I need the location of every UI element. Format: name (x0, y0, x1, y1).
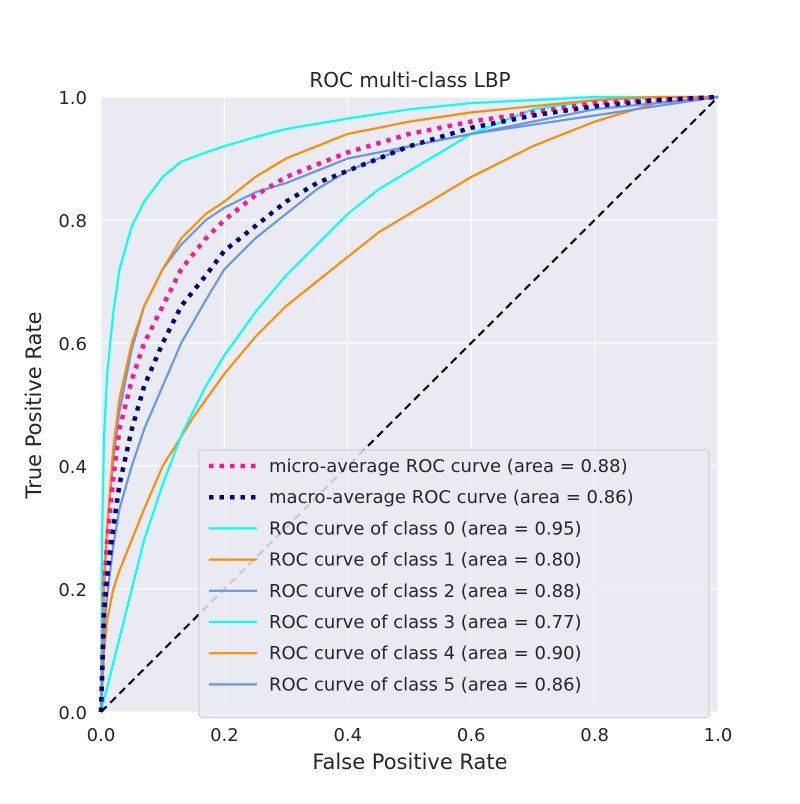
legend-box (198, 449, 710, 719)
y-tick-label: 1.0 (58, 88, 87, 109)
legend-label: ROC curve of class 5 (area = 0.86) (269, 674, 582, 695)
legend-label: ROC curve of class 1 (area = 0.80) (269, 550, 582, 571)
roc-curve-series-1 (98, 94, 719, 713)
roc-curve-series-3 (99, 95, 719, 713)
y-tick-label: 0.6 (58, 334, 87, 355)
legend-label: micro-average ROC curve (area = 0.88) (269, 456, 628, 477)
legend-label: ROC curve of class 2 (area = 0.88) (269, 581, 582, 602)
curves (98, 94, 719, 713)
roc-curve-series-4 (99, 95, 719, 713)
legend: micro-average ROC curve (area = 0.88) mac… (198, 449, 710, 719)
x-tick-label: 0.6 (457, 725, 486, 746)
y-tick-label: 0.0 (58, 703, 87, 724)
roc-curve-series-6 (99, 95, 718, 713)
x-tick-label: 0.4 (333, 725, 362, 746)
legend-label: ROC curve of class 0 (area = 0.95) (269, 518, 582, 539)
x-tick-label: 0.2 (210, 725, 239, 746)
y-tick-label: 0.4 (58, 457, 87, 478)
roc-curve-series-2 (99, 95, 718, 713)
x-tick-label: 1.0 (704, 725, 733, 746)
legend-label: macro-average ROC curve (area = 0.86) (269, 487, 634, 508)
y-tick-label: 0.2 (58, 580, 87, 601)
y-axis-label: True Positive Rate (22, 311, 46, 499)
x-tick-label: 0.8 (580, 725, 609, 746)
chart-title: ROC multi-class LBP (309, 68, 510, 92)
roc-curve-series-0 (98, 94, 719, 713)
legend-label: ROC curve of class 4 (area = 0.90) (269, 643, 582, 664)
x-tick-label: 0.0 (87, 725, 116, 746)
x-axis-label: False Positive Rate (312, 750, 507, 774)
tick-labels: 0.0 0.2 0.4 0.6 0.8 1.0 0.0 0.2 0.4 0.6 0.8 1.0 (58, 88, 732, 746)
legend-label: ROC curve of class 3 (area = 0.77) (269, 612, 582, 633)
y-tick-label: 0.8 (58, 211, 87, 232)
roc-curve-series-7 (99, 95, 719, 713)
